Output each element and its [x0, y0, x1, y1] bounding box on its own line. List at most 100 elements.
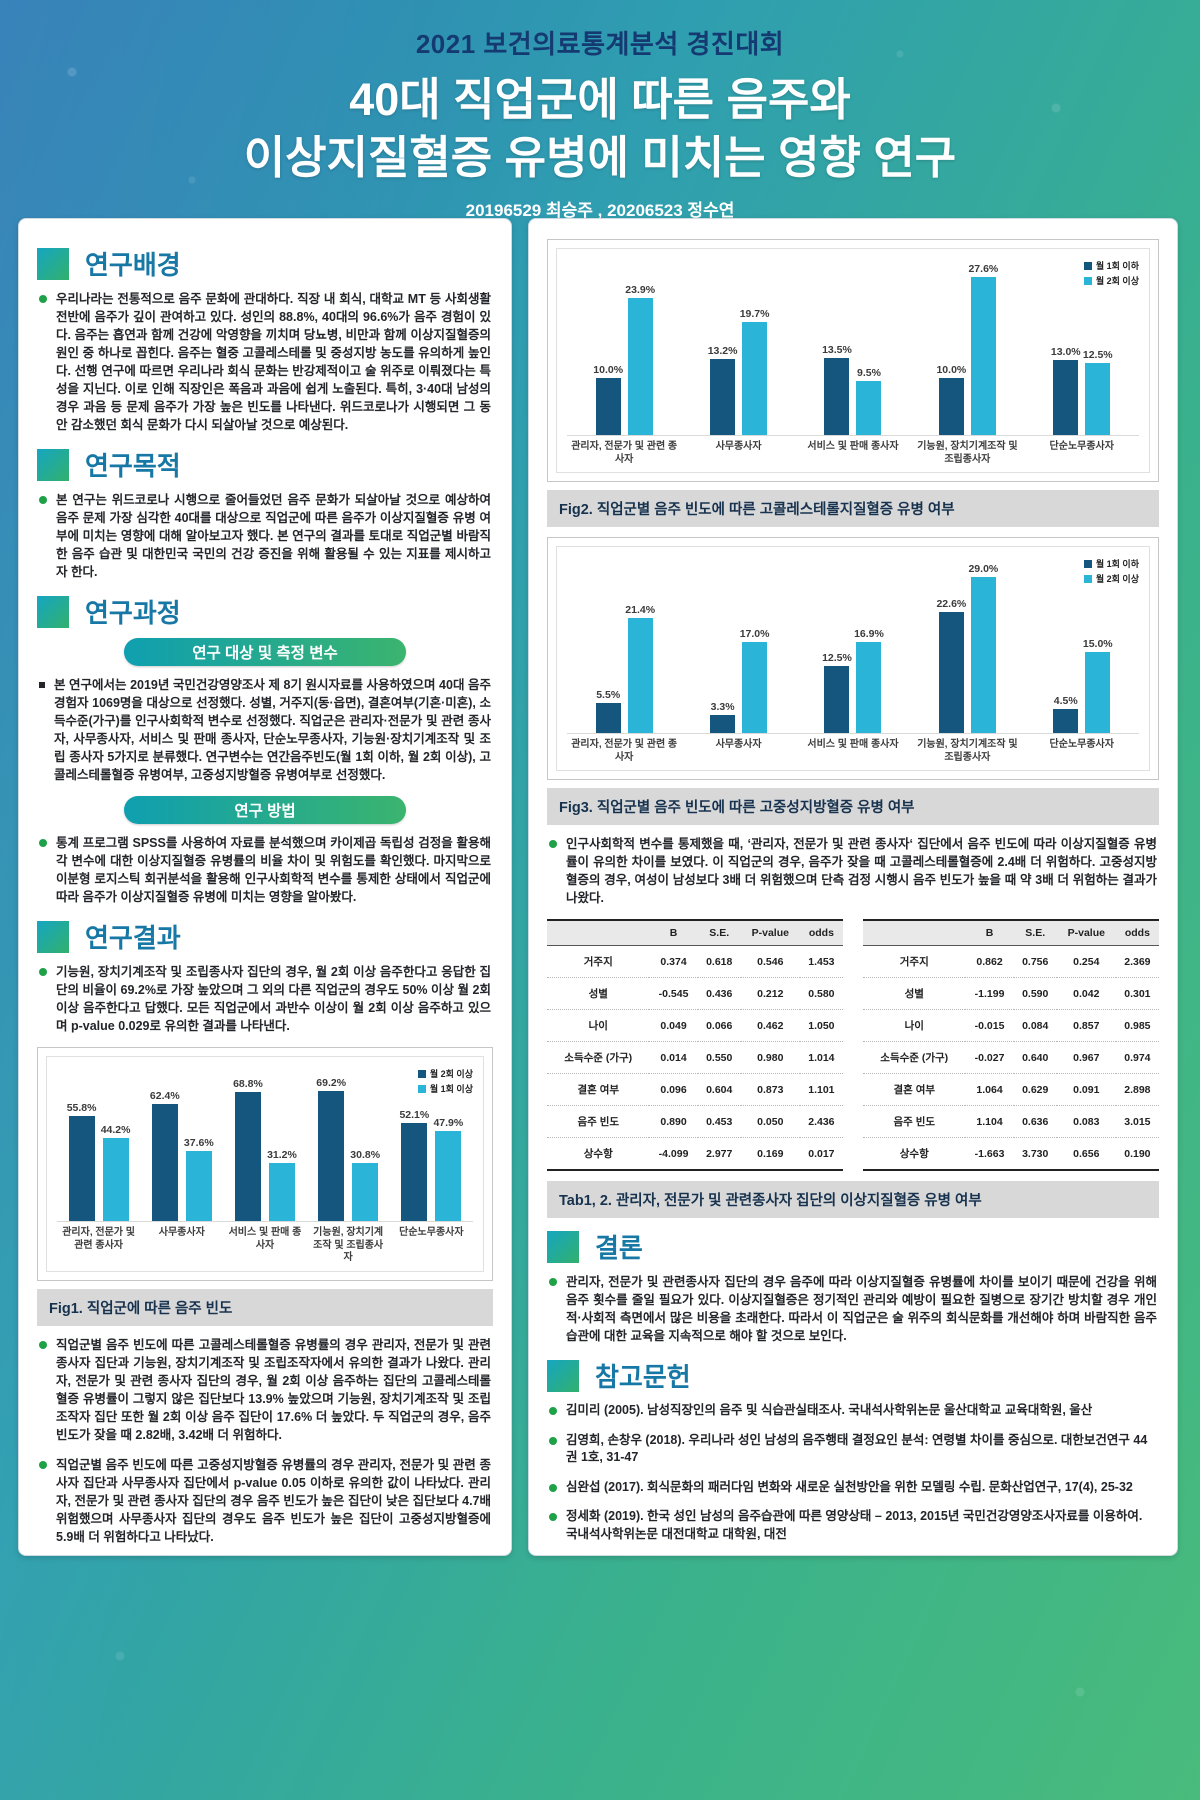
authors: 20196529 최승주 , 20206523 정수연: [465, 201, 735, 221]
table-row: 소득수준 (가구) 0.014 0.550 0.980 1.014: [547, 1042, 843, 1074]
bar-group: 52.1% 47.9%: [397, 1071, 465, 1221]
table-row: 소득수준 (가구) -0.027 0.640 0.967 0.974: [863, 1042, 1159, 1074]
table-header-cell: P-value: [740, 920, 800, 946]
reference-item: 정세화 (2019). 한국 성인 남성의 음주습관에 따른 영양상태 – 20…: [549, 1508, 1157, 1543]
row-label: 나이: [904, 1020, 924, 1032]
fig1-plot: 55.8% 44.2% 62.4% 37.6% 68.8% 31.2% 69.2% 30.8%…: [57, 1071, 473, 1221]
bar-value-label: 30.8%: [350, 1149, 381, 1162]
table-row: 상수항 -4.099 2.977 0.169 0.017: [547, 1138, 843, 1171]
fig3-x-axis: 관리자, 전문가 및 관련 종사자 사무종사자 서비스 및 판매 종사자 기능원, 장…: [567, 733, 1139, 764]
reference-text: 심완섭 (2017). 회식문화의 패러다임 변화와 새로운 실천방안을 위한 …: [566, 1479, 1133, 1494]
bar: [595, 703, 621, 733]
bar: [1053, 708, 1079, 733]
competition-title: 2021 보건의료통계분석 경진대회: [415, 29, 785, 59]
legend-swatch-icon: [1083, 276, 1092, 285]
bar-value-label: 19.7%: [739, 308, 770, 321]
bar-value-label: 9.5%: [857, 366, 881, 379]
bar-value-label: 27.6%: [968, 263, 999, 275]
bar-value-label: 29.0%: [968, 563, 999, 576]
row-label: 거주지: [583, 956, 613, 968]
row-label: 결혼 여부: [893, 1084, 936, 1096]
row-label: 결혼 여부: [577, 1084, 620, 1096]
bar: [435, 1131, 462, 1221]
x-axis-label: 기능원, 장치기계조작 및 조립종사자: [313, 1227, 384, 1263]
bar-column: 13.0%: [1050, 263, 1082, 435]
table-cell: -1.663: [974, 1147, 1005, 1160]
bar-column: 5.5%: [592, 561, 624, 733]
bar-group: 10.0% 23.9%: [592, 263, 656, 435]
table-cell: 0.091: [1073, 1083, 1100, 1096]
table-cell: 0.462: [757, 1019, 784, 1032]
table-cell: 0.050: [757, 1115, 784, 1128]
bar-value-label: 17.0%: [739, 627, 770, 640]
table-cell: -0.545: [658, 987, 689, 1000]
bar-group: 3.3% 17.0%: [707, 561, 771, 733]
bar-column: 9.5%: [853, 263, 885, 435]
table-cell: 3.015: [1124, 1115, 1151, 1128]
reference-item: 심완섭 (2017). 회식문화의 패러다임 변화와 새로운 실천방안을 위한 …: [549, 1479, 1157, 1497]
fig2-chart: 월 1회 이하 월 2회 이상 10.0% 23.9% 13.2% 19.7% 13.5%…: [556, 248, 1150, 473]
table-cell: 0.857: [1073, 1019, 1100, 1032]
legend-label: 월 1회 이하: [1095, 559, 1139, 569]
table-cell: -1.199: [974, 987, 1005, 1000]
analysis-text: 인구사회학적 변수를 통제했을 때, ‘관리자, 전문가 및 관련 종사자‘ 집…: [566, 837, 1157, 905]
bar-column: 16.9%: [853, 561, 885, 733]
table-header-cell: [863, 920, 966, 946]
table-cell: 0.890: [660, 1115, 687, 1128]
fig2-caption: Fig2. 직업군별 음주 빈도에 따른 고콜레스테롤지질혈증 유병 여부: [547, 490, 1159, 527]
table-cell: 0.985: [1124, 1019, 1151, 1032]
table-cell: 0.254: [1073, 955, 1100, 968]
bar-column: 3.3%: [707, 561, 739, 733]
results-text: 기능원, 장치기계조작 및 조립종사자 집단의 경우, 월 2회 이상 음주한다…: [56, 965, 491, 1033]
left-panel: 연구배경 우리나라는 전통적으로 음주 문화에 관대하다. 직장 내 회식, 대…: [18, 218, 512, 1556]
section-title-background: 연구배경: [85, 250, 181, 280]
legend-swatch-icon: [417, 1069, 426, 1078]
legend-label: 월 2회 이상: [1095, 574, 1139, 584]
tables-caption: Tab1, 2. 관리자, 전문가 및 관련종사자 집단의 이상지질혈증 유병 …: [547, 1181, 1159, 1218]
table-row: 성별 -1.199 0.590 0.042 0.301: [863, 978, 1159, 1010]
bar-value-label: 23.9%: [625, 283, 656, 296]
bar: [151, 1104, 178, 1221]
purpose-text: 본 연구는 위드코로나 시행으로 줄어들었던 음주 문화가 되살아날 것으로 예…: [56, 493, 491, 579]
legend-item: 월 2회 이상: [1083, 274, 1139, 287]
bar-group: 69.2% 30.8%: [314, 1071, 382, 1221]
bar-column: 68.8%: [231, 1071, 265, 1221]
bar-group: 22.6% 29.0%: [935, 561, 999, 733]
regression-table-2: B S.E. P-value odds 거주지 0.862 0.756 0.254 2.369 성…: [863, 919, 1159, 1171]
table-cell: 0.756: [1022, 955, 1049, 968]
table-header-cell: S.E.: [697, 920, 741, 946]
legend-swatch-icon: [1083, 261, 1092, 270]
right-panel: 월 1회 이하 월 2회 이상 10.0% 23.9% 13.2% 19.7% 13.5%…: [528, 218, 1178, 1556]
bar-group: 13.5% 9.5%: [821, 263, 885, 435]
table-cell: 0.640: [1022, 1051, 1049, 1064]
bar: [742, 641, 768, 733]
table-row: 음주 빈도 0.890 0.453 0.050 2.436: [547, 1106, 843, 1138]
bar-value-label: 10.0%: [936, 363, 967, 376]
bar-column: 62.4%: [148, 1071, 182, 1221]
table-cell: 1.014: [808, 1051, 835, 1064]
fig1-legend: 월 2회 이상 월 1회 이상: [417, 1065, 473, 1097]
table-cell: 0.980: [757, 1051, 784, 1064]
table-cell: 1.101: [808, 1083, 835, 1096]
bar-column: 12.5%: [1082, 263, 1114, 435]
bar-column: 23.9%: [624, 263, 656, 435]
reference-item: 김미리 (2005). 남성직장인의 음주 및 식습관실태조사. 국내석사학위논…: [549, 1402, 1157, 1420]
bullet-icon: [39, 295, 47, 303]
bullet-icon: [549, 1436, 557, 1445]
table-cell: 0.190: [1124, 1147, 1151, 1160]
bar-column: 13.2%: [707, 263, 739, 435]
poster-title: 40대 직업군에 따른 음주와 이상지질혈증 유병에 미치는 영향 연구: [0, 71, 1200, 186]
subsection-pill-subjects: 연구 대상 및 측정 변수: [123, 638, 407, 666]
square-bullet-icon: [39, 682, 45, 688]
bar-value-label: 12.5%: [1082, 349, 1113, 362]
bar: [352, 1163, 379, 1221]
fig1-x-axis: 관리자, 전문가 및 관련 종사자 사무종사자 서비스 및 판매 종사자 기능원, 장…: [57, 1221, 473, 1265]
reference-text: 김미리 (2005). 남성직장인의 음주 및 식습관실태조사. 국내석사학위논…: [566, 1403, 1093, 1417]
bar: [824, 665, 850, 733]
legend-swatch-icon: [1083, 559, 1092, 568]
poster-header: 2021 보건의료통계분석 경진대회 40대 직업군에 따른 음주와 이상지질혈…: [0, 0, 1200, 221]
bar-column: 29.0%: [967, 561, 999, 733]
bar-group: 5.5% 21.4%: [592, 561, 656, 733]
fig3-plot: 5.5% 21.4% 3.3% 17.0% 12.5% 16.9% 22.6% 29.0% 4.…: [567, 561, 1139, 733]
row-label: 상수항: [583, 1148, 613, 1160]
